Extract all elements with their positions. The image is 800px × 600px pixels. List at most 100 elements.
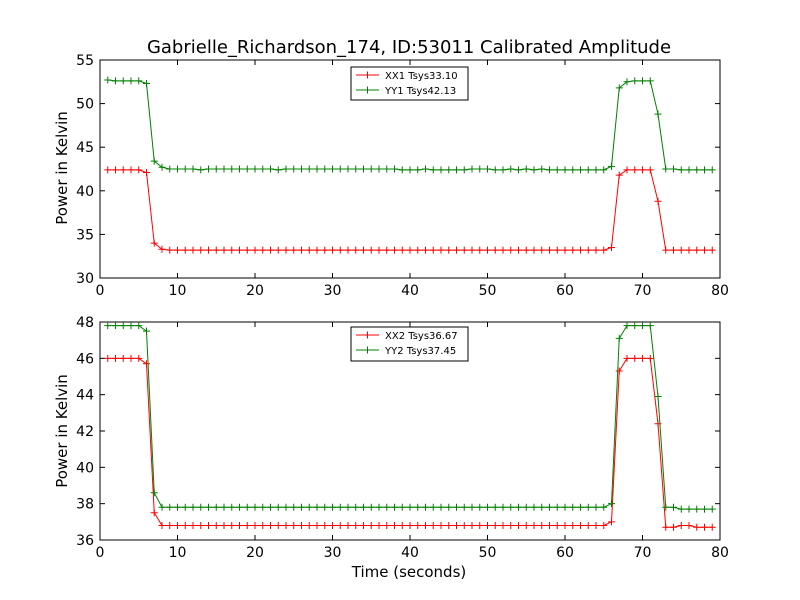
data-point <box>600 503 608 511</box>
data-point <box>662 523 670 531</box>
data-point <box>584 503 592 511</box>
data-point <box>522 503 530 511</box>
data-point <box>422 246 429 254</box>
y-tick-label: 40 <box>76 460 94 476</box>
x-tick-label: 20 <box>246 545 264 561</box>
data-point <box>577 246 584 254</box>
x-tick-label: 0 <box>96 283 105 299</box>
data-point <box>476 521 484 529</box>
data-point <box>646 354 654 362</box>
legend-marker <box>364 86 371 94</box>
data-point <box>453 246 460 254</box>
data-point <box>414 521 422 529</box>
data-point <box>135 77 143 85</box>
data-point <box>112 166 119 174</box>
data-point <box>615 171 623 179</box>
data-point <box>546 166 553 174</box>
data-point <box>693 246 701 254</box>
data-point <box>135 322 143 330</box>
data-point <box>267 503 274 511</box>
data-point <box>491 166 499 174</box>
y-tick-label: 44 <box>76 388 94 404</box>
data-point <box>313 521 321 529</box>
data-point <box>577 503 584 511</box>
data-point <box>577 166 584 174</box>
data-point <box>429 521 437 529</box>
data-point <box>158 163 166 171</box>
data-point <box>398 503 406 511</box>
x-tick-label: 30 <box>324 545 342 561</box>
data-point <box>290 165 298 173</box>
data-point <box>406 166 414 174</box>
data-point <box>569 503 577 511</box>
data-point <box>623 354 631 362</box>
data-point <box>135 166 143 174</box>
data-point <box>313 246 321 254</box>
x-tick-label: 60 <box>556 283 574 299</box>
data-point <box>112 354 119 362</box>
data-point <box>274 166 282 174</box>
data-point <box>437 246 445 254</box>
data-point <box>205 503 212 511</box>
data-point <box>367 521 375 529</box>
data-point <box>445 166 453 174</box>
data-point <box>383 165 391 173</box>
data-point <box>305 503 313 511</box>
data-point <box>282 521 290 529</box>
data-point <box>701 246 708 254</box>
data-point <box>205 165 212 173</box>
data-point <box>352 165 360 173</box>
data-point <box>708 505 716 513</box>
data-point <box>685 505 693 513</box>
data-point <box>236 246 243 254</box>
data-point <box>282 165 290 173</box>
data-point <box>220 246 228 254</box>
data-point <box>468 165 476 173</box>
data-point <box>367 503 375 511</box>
data-point <box>476 503 484 511</box>
data-point <box>600 166 608 174</box>
data-point <box>546 246 553 254</box>
data-point <box>708 166 716 174</box>
legend-label: XX2 Tsys36.67 <box>385 331 458 342</box>
data-point <box>693 505 701 513</box>
data-point <box>158 503 166 511</box>
data-point <box>685 166 693 174</box>
data-point <box>344 503 352 511</box>
data-point <box>522 165 530 173</box>
legend-box <box>350 66 469 101</box>
data-point <box>584 246 592 254</box>
data-point <box>553 166 561 174</box>
data-point <box>708 246 716 254</box>
data-point <box>608 162 615 170</box>
data-point <box>329 246 336 254</box>
data-point <box>569 246 577 254</box>
data-point <box>119 166 127 174</box>
data-point <box>166 246 174 254</box>
data-point <box>484 503 491 511</box>
data-point <box>670 246 677 254</box>
data-point <box>553 503 561 511</box>
data-point <box>553 521 561 529</box>
y-tick-label: 42 <box>76 424 94 440</box>
data-point <box>468 503 476 511</box>
data-point <box>298 246 305 254</box>
y-axis-label-top: Power in Kelvin <box>53 111 71 225</box>
data-point <box>344 165 352 173</box>
data-point <box>623 78 631 86</box>
data-point <box>127 354 135 362</box>
data-point <box>282 246 290 254</box>
data-point <box>220 165 228 173</box>
data-point <box>243 165 251 173</box>
data-point <box>445 503 453 511</box>
data-point <box>615 367 623 375</box>
data-point <box>491 521 499 529</box>
data-point <box>476 246 484 254</box>
data-point <box>654 392 662 400</box>
data-point <box>259 521 267 529</box>
data-point <box>251 503 259 511</box>
data-point <box>654 197 662 205</box>
data-point <box>631 77 639 85</box>
data-point <box>267 165 274 173</box>
